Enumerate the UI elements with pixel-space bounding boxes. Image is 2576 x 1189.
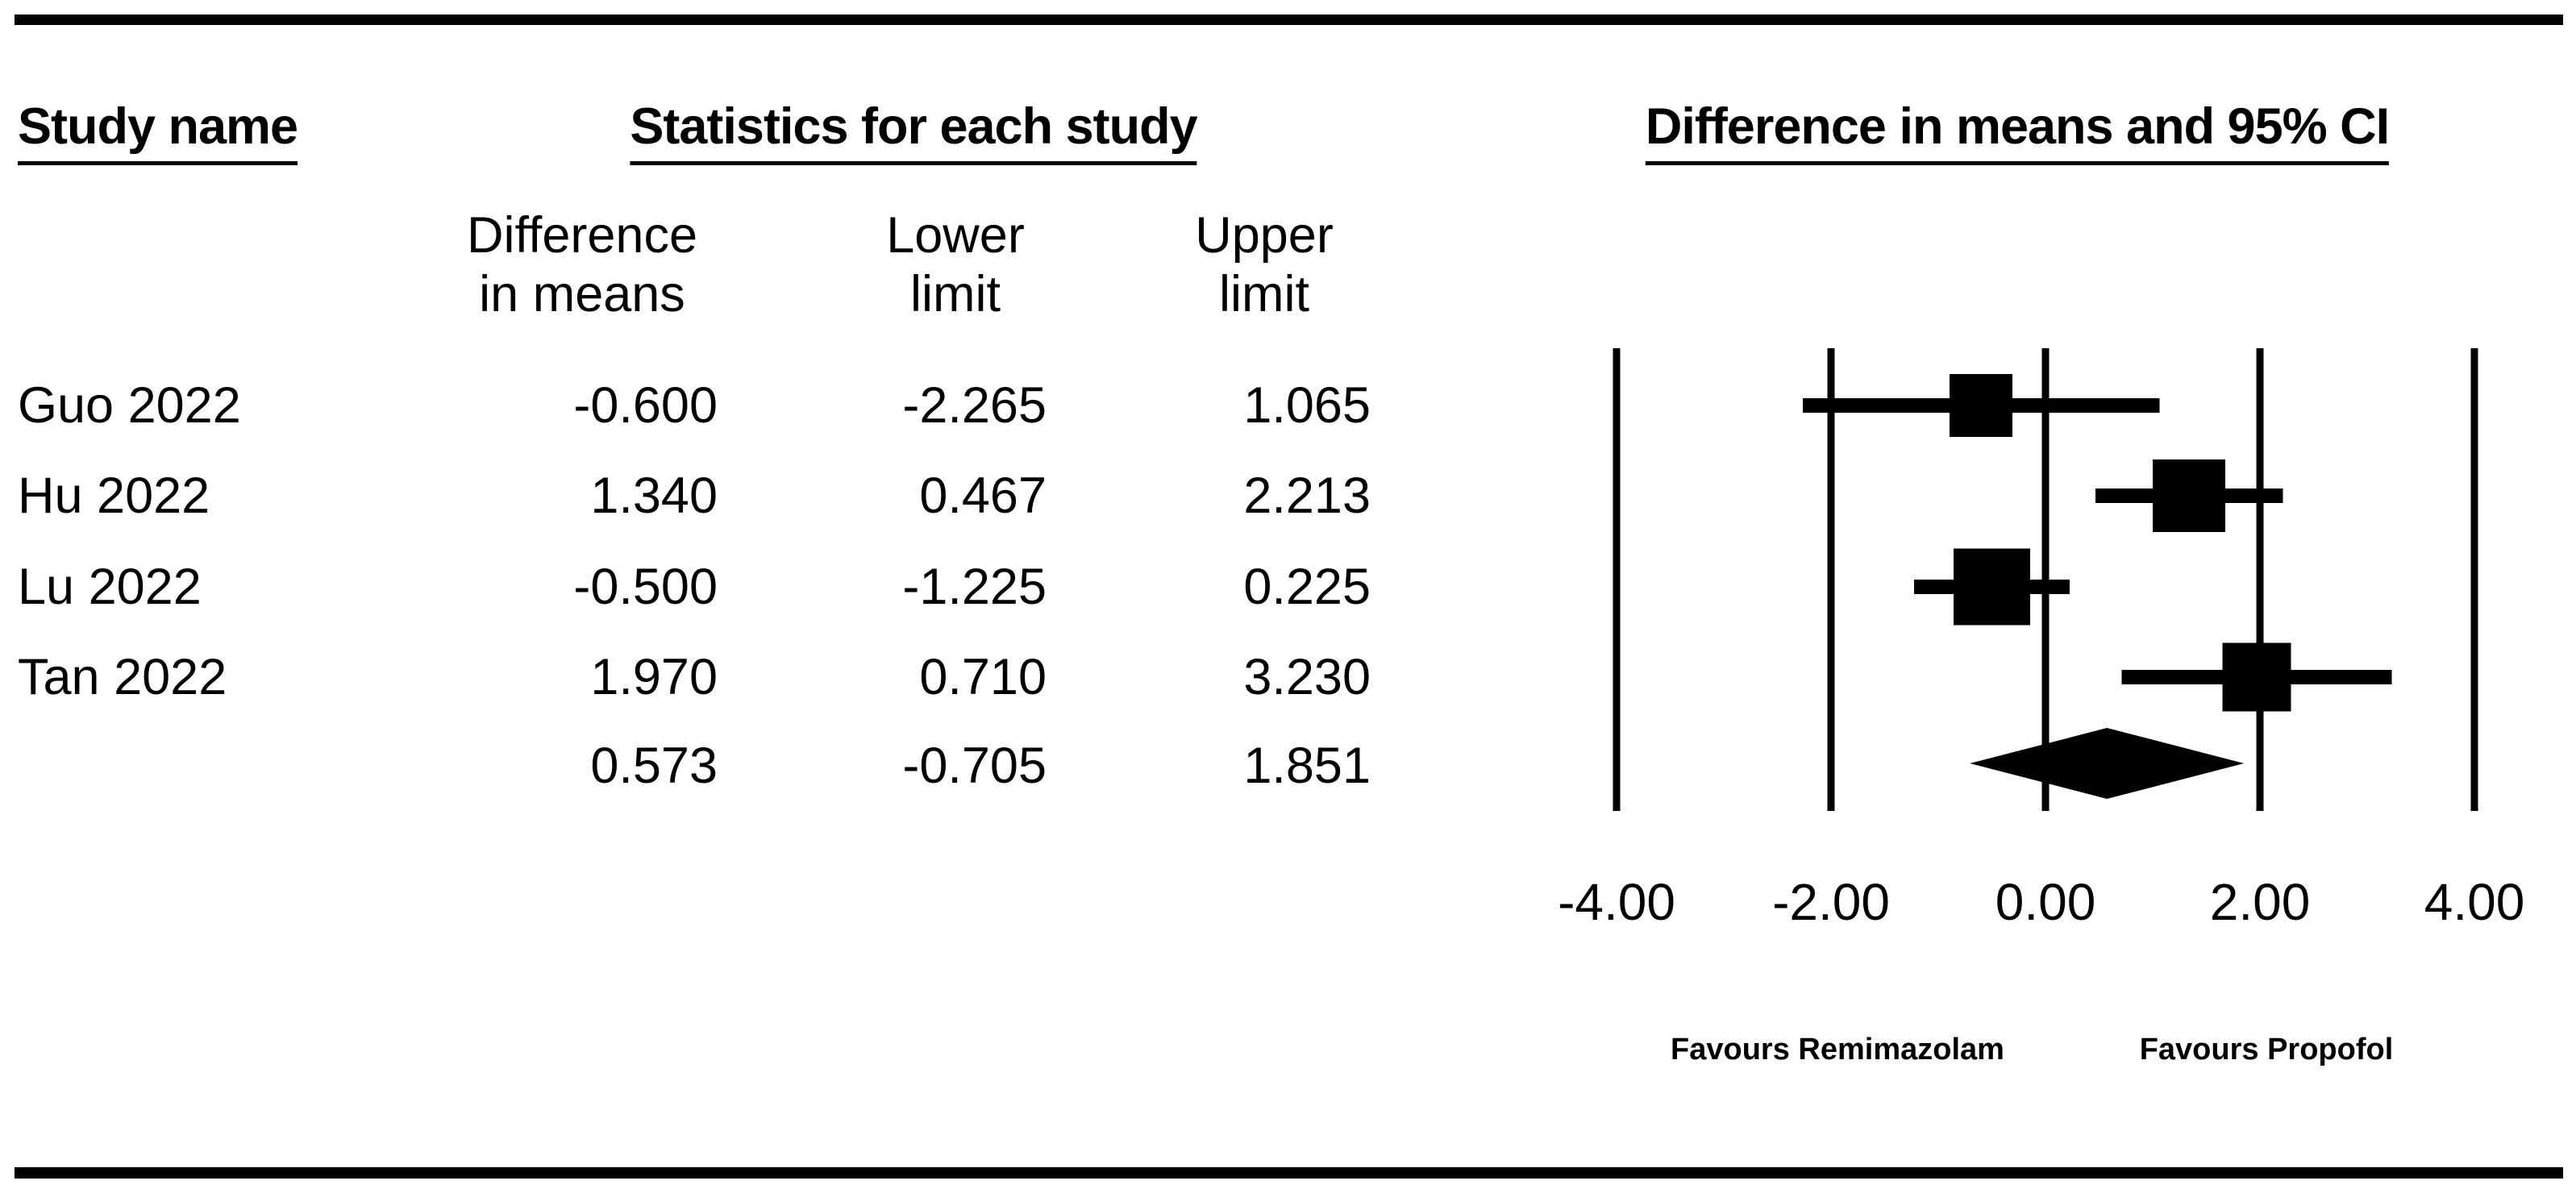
column-header-line: Upper [1195, 207, 1334, 264]
favours-right-label: Favours Propofol [2140, 1033, 2394, 1066]
statistics-header: Statistics for each study [630, 100, 1198, 165]
x-tick-label--2.00: -2.00 [1772, 873, 1890, 931]
column-header-lower-limit: Lower limit [886, 206, 1025, 324]
gridline--4.00 [1613, 348, 1621, 811]
diff-in-means-cell: -0.500 [573, 559, 718, 615]
gridline-2.00 [2256, 348, 2264, 811]
column-header-difference-in-means: Difference in means [467, 206, 697, 324]
column-header-upper-limit: Upper limit [1195, 206, 1334, 324]
x-tick-label-0.00: 0.00 [1995, 873, 2096, 931]
diff-in-means-cell: 0.573 [590, 738, 718, 794]
lower-limit-cell: -0.705 [902, 738, 1047, 794]
mean-marker-Lu 2022 [1954, 548, 2030, 626]
x-tick-label-2.00: 2.00 [2210, 873, 2311, 931]
study-name-cell: Lu 2022 [18, 559, 202, 615]
diff-in-means-cell: -0.600 [573, 377, 718, 434]
lower-limit-cell: 0.710 [919, 649, 1047, 705]
study-name-cell: Tan 2022 [18, 649, 227, 705]
column-header-line: limit [1219, 266, 1309, 322]
lower-limit-cell: -1.225 [902, 559, 1047, 615]
column-header-line: in means [479, 266, 685, 322]
study-name-header: Study name [18, 100, 298, 165]
x-tick-label--4.00: -4.00 [1558, 873, 1675, 931]
plot-title-header: Difference in means and 95% CI [1645, 100, 2390, 165]
upper-limit-cell: 3.230 [1243, 649, 1371, 705]
column-header-line: Lower [886, 207, 1025, 264]
diff-in-means-cell: 1.970 [590, 649, 718, 705]
summary-diamond [1970, 728, 2245, 799]
upper-limit-cell: 1.851 [1243, 738, 1371, 794]
lower-limit-cell: 0.467 [919, 468, 1047, 524]
column-header-line: limit [910, 266, 1001, 322]
mean-marker-Hu 2022 [2153, 459, 2226, 532]
study-name-cell: Hu 2022 [18, 468, 210, 524]
bottom-rule [15, 1167, 2563, 1179]
lower-limit-cell: -2.265 [902, 377, 1047, 434]
diff-in-means-cell: 1.340 [590, 468, 718, 524]
gridline-4.00 [2470, 348, 2478, 811]
favours-left-label: Favours Remimazolam [1671, 1033, 2004, 1066]
upper-limit-cell: 1.065 [1243, 377, 1371, 434]
x-tick-label-4.00: 4.00 [2424, 873, 2525, 931]
upper-limit-cell: 2.213 [1243, 468, 1371, 524]
upper-limit-cell: 0.225 [1243, 559, 1371, 615]
top-rule [15, 15, 2563, 25]
study-name-cell: Guo 2022 [18, 377, 241, 434]
mean-marker-Tan 2022 [2222, 642, 2291, 712]
column-header-line: Difference [467, 207, 697, 264]
mean-marker-Guo 2022 [1950, 374, 2013, 437]
gridline--2.00 [1827, 348, 1835, 811]
